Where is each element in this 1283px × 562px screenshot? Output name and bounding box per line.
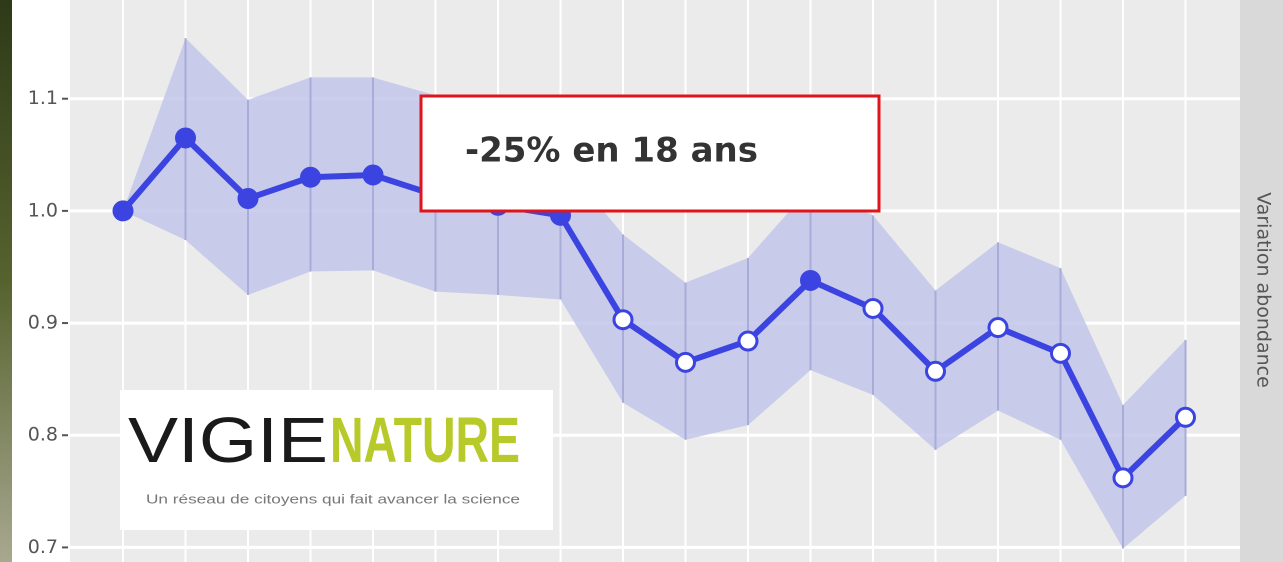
y-tick-label: 1.0	[28, 199, 58, 221]
y-tick-label: 0.8	[28, 424, 58, 446]
data-point	[739, 332, 757, 350]
data-point	[364, 166, 382, 184]
chart: Variation abondance -25% en 18 ans VIGIE…	[0, 0, 1283, 562]
annotation: -25% en 18 ans	[465, 131, 758, 171]
logo-tagline: Un réseau de citoyens qui fait avancer l…	[146, 491, 520, 506]
y-tick-label: 0.7	[28, 536, 58, 558]
data-point	[302, 168, 320, 186]
data-point	[927, 362, 945, 380]
data-point	[1177, 408, 1195, 426]
data-point	[1114, 469, 1132, 487]
page: {"chart_data": { "type": "line", "catego…	[0, 0, 1283, 562]
data-point	[114, 202, 132, 220]
logo-brand-accent: NATURE	[330, 404, 520, 476]
y-axis-title: Variation abondance	[1253, 192, 1275, 388]
data-point	[802, 271, 820, 289]
data-point	[864, 299, 882, 317]
data-point	[989, 319, 1007, 337]
y-tick-label: 0.9	[28, 312, 58, 334]
data-point	[677, 353, 695, 371]
photo-edge	[0, 0, 12, 562]
data-point	[239, 190, 257, 208]
y-tick-label: 1.1	[28, 87, 58, 109]
logo-brand: VIGIE	[128, 404, 328, 476]
data-point	[1052, 344, 1070, 362]
data-point	[177, 129, 195, 147]
data-point	[614, 311, 632, 329]
